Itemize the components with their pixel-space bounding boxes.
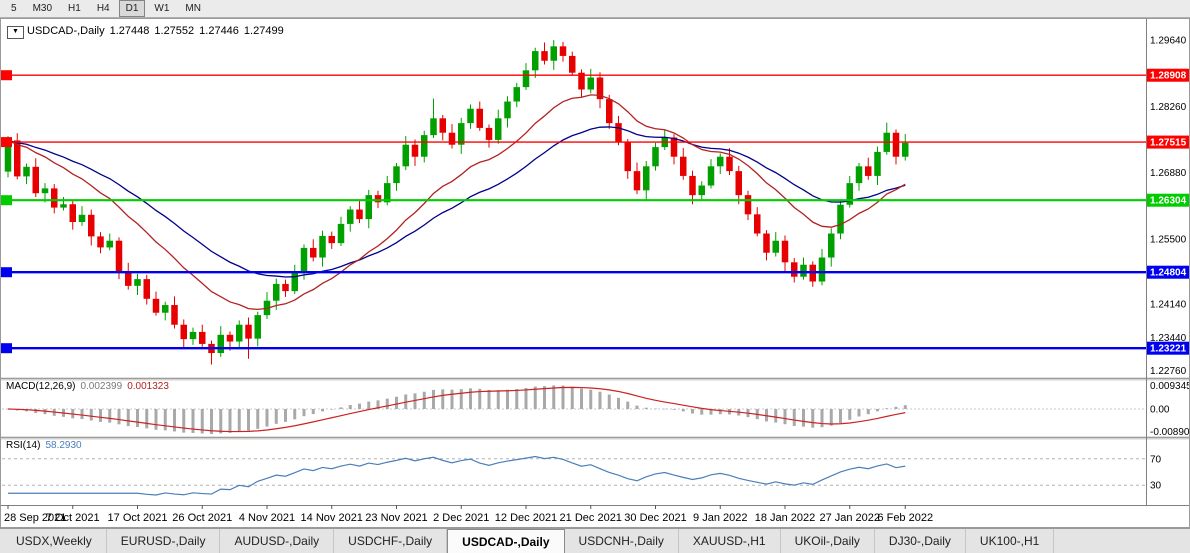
timeframe-mn[interactable]: MN xyxy=(185,3,201,14)
timeframe-h4[interactable]: H4 xyxy=(96,3,110,14)
timeframe-5[interactable]: 5 xyxy=(11,3,17,14)
timeframe-toolbar: 5 M30 H1 H4 D1 W1 MN xyxy=(0,0,1190,18)
svg-text:7 Oct 2021: 7 Oct 2021 xyxy=(46,512,100,524)
tab-usdx-weekly[interactable]: USDX,Weekly xyxy=(2,529,107,553)
chart-tabs: USDX,Weekly EURUSD-,Daily AUDUSD-,Daily USD… xyxy=(0,528,1190,553)
svg-text:1.24140: 1.24140 xyxy=(1150,300,1187,311)
svg-text:6 Feb 2022: 6 Feb 2022 xyxy=(877,512,933,524)
svg-text:30 Dec 2021: 30 Dec 2021 xyxy=(624,512,686,524)
svg-text:1.23440: 1.23440 xyxy=(1150,333,1187,344)
svg-text:26 Oct 2021: 26 Oct 2021 xyxy=(172,512,232,524)
svg-text:1.29640: 1.29640 xyxy=(1150,36,1187,47)
hline-left-marker xyxy=(1,137,12,148)
tab-usdcnh-daily[interactable]: USDCNH-,Daily xyxy=(565,529,679,553)
tab-usdchf-daily[interactable]: USDCHF-,Daily xyxy=(334,529,448,553)
svg-text:2 Dec 2021: 2 Dec 2021 xyxy=(433,512,489,524)
candlesticks xyxy=(4,40,909,365)
triangle-down-icon: ▼ xyxy=(12,28,19,35)
tab-xauusd-h1[interactable]: XAUUSD-,H1 xyxy=(679,529,781,553)
svg-text:1.26880: 1.26880 xyxy=(1150,168,1187,179)
svg-text:1.25500: 1.25500 xyxy=(1150,234,1187,245)
svg-text:21 Dec 2021: 21 Dec 2021 xyxy=(560,512,622,524)
svg-text:0.00: 0.00 xyxy=(1150,405,1170,416)
timeframe-w1[interactable]: W1 xyxy=(154,3,170,14)
svg-text:1.24804: 1.24804 xyxy=(1150,268,1187,279)
timeframe-d1[interactable]: D1 xyxy=(118,0,146,17)
tab-uk100-h1[interactable]: UK100-,H1 xyxy=(966,529,1055,553)
svg-text:1.28908: 1.28908 xyxy=(1150,71,1187,82)
tab-ukoil-daily[interactable]: UKOil-,Daily xyxy=(781,529,875,553)
svg-text:9 Jan 2022: 9 Jan 2022 xyxy=(693,512,747,524)
svg-text:23 Nov 2021: 23 Nov 2021 xyxy=(365,512,427,524)
ma-fast-line xyxy=(7,94,906,311)
timeframe-m30[interactable]: M30 xyxy=(32,3,53,14)
svg-text:0.009345: 0.009345 xyxy=(1150,381,1190,392)
price-scale[interactable]: 1.29640 1.28260 1.26880 1.25500 1.24140 1.234… xyxy=(1147,36,1189,377)
symbol-dropdown-button[interactable]: ▼ xyxy=(7,26,24,39)
ma-slow-line xyxy=(7,126,906,278)
rsi-line xyxy=(8,455,906,496)
hline-left-marker xyxy=(1,267,12,278)
pane-splitter[interactable] xyxy=(0,378,1190,381)
svg-text:27 Jan 2022: 27 Jan 2022 xyxy=(819,512,880,524)
svg-text:1.22760: 1.22760 xyxy=(1150,366,1187,377)
svg-text:1.28260: 1.28260 xyxy=(1150,102,1187,113)
price-badge xyxy=(1147,193,1189,207)
tab-audusd-daily[interactable]: AUDUSD-,Daily xyxy=(220,529,335,553)
svg-text:-0.008900: -0.008900 xyxy=(1150,427,1190,438)
tab-eurusd-daily[interactable]: EURUSD-,Daily xyxy=(107,529,221,553)
tab-usdcad-daily[interactable]: USDCAD-,Daily xyxy=(447,529,565,553)
svg-text:4 Nov 2021: 4 Nov 2021 xyxy=(239,512,295,524)
svg-text:12 Dec 2021: 12 Dec 2021 xyxy=(495,512,557,524)
price-badge xyxy=(1147,265,1189,279)
svg-text:14 Nov 2021: 14 Nov 2021 xyxy=(301,512,363,524)
svg-text:28 Sep 2021: 28 Sep 2021 xyxy=(4,512,66,524)
hline-left-marker xyxy=(1,343,12,354)
hline-left-marker xyxy=(1,195,12,206)
hline-left-marker xyxy=(1,70,12,81)
price-badge xyxy=(1147,68,1189,82)
svg-text:1.27515: 1.27515 xyxy=(1150,138,1187,149)
svg-text:17 Oct 2021: 17 Oct 2021 xyxy=(108,512,168,524)
svg-text:30: 30 xyxy=(1150,481,1162,492)
svg-text:1.23221: 1.23221 xyxy=(1150,344,1187,355)
tab-dj30-daily[interactable]: DJ30-,Daily xyxy=(875,529,966,553)
svg-text:18 Jan 2022: 18 Jan 2022 xyxy=(755,512,816,524)
price-badge xyxy=(1147,135,1189,149)
pane-splitter[interactable] xyxy=(0,437,1190,440)
svg-text:70: 70 xyxy=(1150,454,1162,465)
macd-signal-line xyxy=(7,386,906,433)
price-badge xyxy=(1147,341,1189,355)
timeframe-h1[interactable]: H1 xyxy=(68,3,81,14)
svg-text:1.26304: 1.26304 xyxy=(1150,196,1187,207)
